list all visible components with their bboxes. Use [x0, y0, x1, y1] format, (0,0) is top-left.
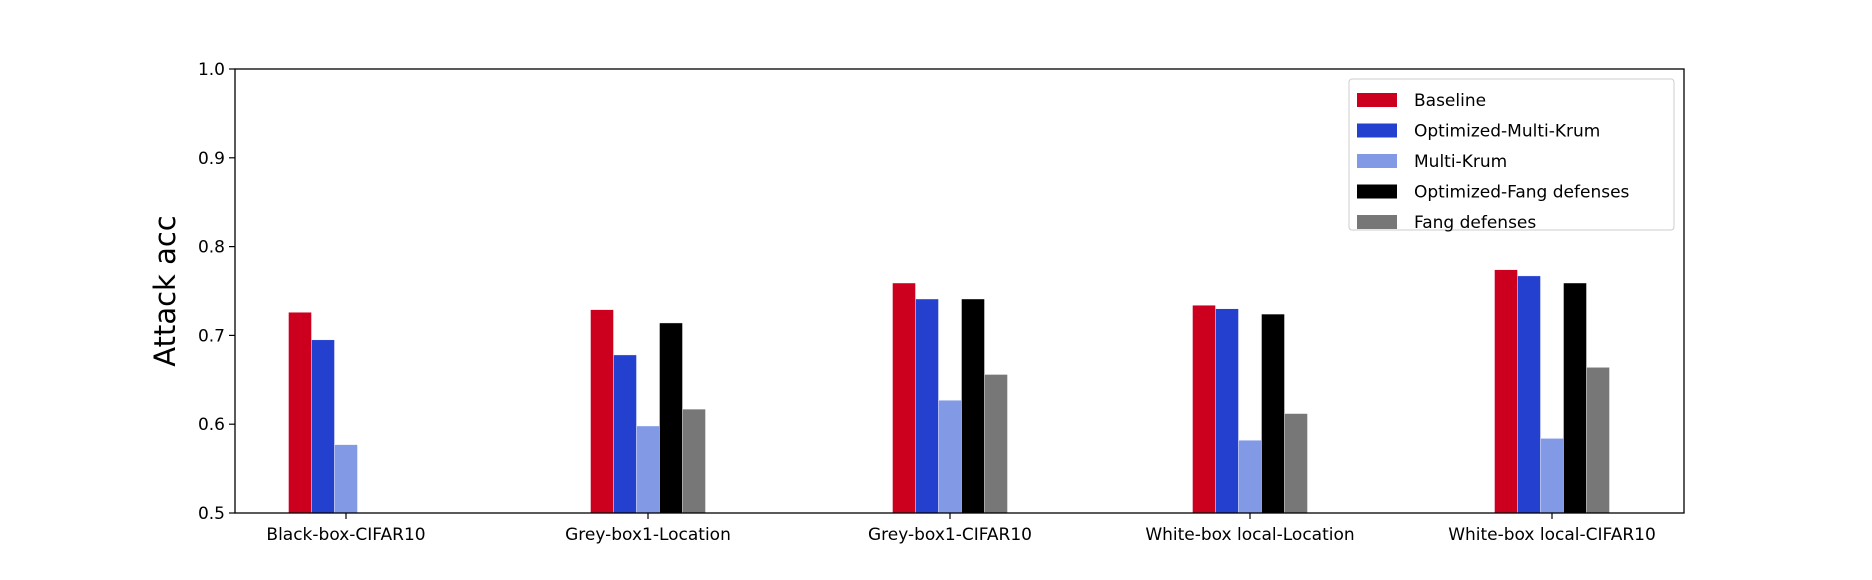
x-tick-label: Black-box-CIFAR10 [266, 525, 425, 545]
legend-swatch [1357, 184, 1397, 199]
bar-baseline [1192, 305, 1216, 514]
legend-swatch [1357, 93, 1397, 107]
bar-baseline [590, 309, 614, 514]
y-tick-label: 0.6 [198, 415, 225, 435]
bar-optimized-multi-krum [1517, 275, 1541, 514]
bar-baseline [1494, 269, 1518, 514]
bar-optimized-multi-krum [613, 354, 637, 514]
bar-optimized-fang-defenses [659, 322, 683, 514]
x-tick-label: Grey-box1-Location [565, 525, 731, 545]
bar-fang-defenses [984, 374, 1008, 514]
legend-swatch [1357, 123, 1397, 138]
x-tick-label: White-box local-Location [1145, 525, 1354, 545]
bar-baseline [288, 312, 312, 514]
bar-fang-defenses [1284, 413, 1308, 514]
bar-multi-krum [1540, 438, 1564, 514]
y-tick-label: 0.5 [198, 504, 225, 524]
bar-optimized-multi-krum [311, 339, 335, 514]
bars-layer [288, 269, 1610, 514]
legend-label: Multi-Krum [1414, 152, 1507, 172]
plot-frame [234, 68, 1685, 514]
y-axis: 0.5 0.6 0.7 0.8 0.9 1.0 [198, 60, 235, 524]
legend-swatch [1357, 154, 1397, 168]
y-tick-label: 0.8 [198, 238, 225, 258]
legend-label: Optimized-Fang defenses [1414, 183, 1630, 203]
bar-fang-defenses [1586, 367, 1610, 514]
x-tick-label: Grey-box1-CIFAR10 [868, 525, 1032, 545]
bar-multi-krum [636, 425, 660, 514]
y-tick-label: 0.7 [198, 326, 225, 346]
y-axis-label: Attack acc [148, 215, 182, 366]
bar-baseline [892, 282, 916, 514]
bar-optimized-fang-defenses [961, 298, 985, 514]
bar-fang-defenses [682, 408, 706, 514]
bar-optimized-multi-krum [1215, 308, 1239, 514]
x-tick-label: White-box local-CIFAR10 [1448, 525, 1656, 545]
bar-multi-krum [938, 400, 962, 514]
y-tick-label: 1.0 [198, 60, 225, 80]
bar-multi-krum [1238, 439, 1262, 514]
legend-label: Baseline [1414, 91, 1486, 111]
legend-swatch [1357, 215, 1397, 229]
y-tick-label: 0.9 [198, 149, 225, 169]
bar-multi-krum [334, 444, 358, 514]
x-axis: Black-box-CIFAR10 Grey-box1-Location Grey-… [266, 513, 1656, 545]
bar-optimized-fang-defenses [1563, 282, 1587, 514]
legend-label: Fang defenses [1414, 213, 1536, 233]
bar-optimized-multi-krum [915, 298, 939, 514]
legend-box [1348, 78, 1675, 231]
bar-optimized-fang-defenses [1261, 313, 1285, 514]
legend: Baseline Optimized-Multi-Krum Multi-Krum Op… [1348, 78, 1675, 233]
legend-label: Optimized-Multi-Krum [1414, 122, 1600, 142]
